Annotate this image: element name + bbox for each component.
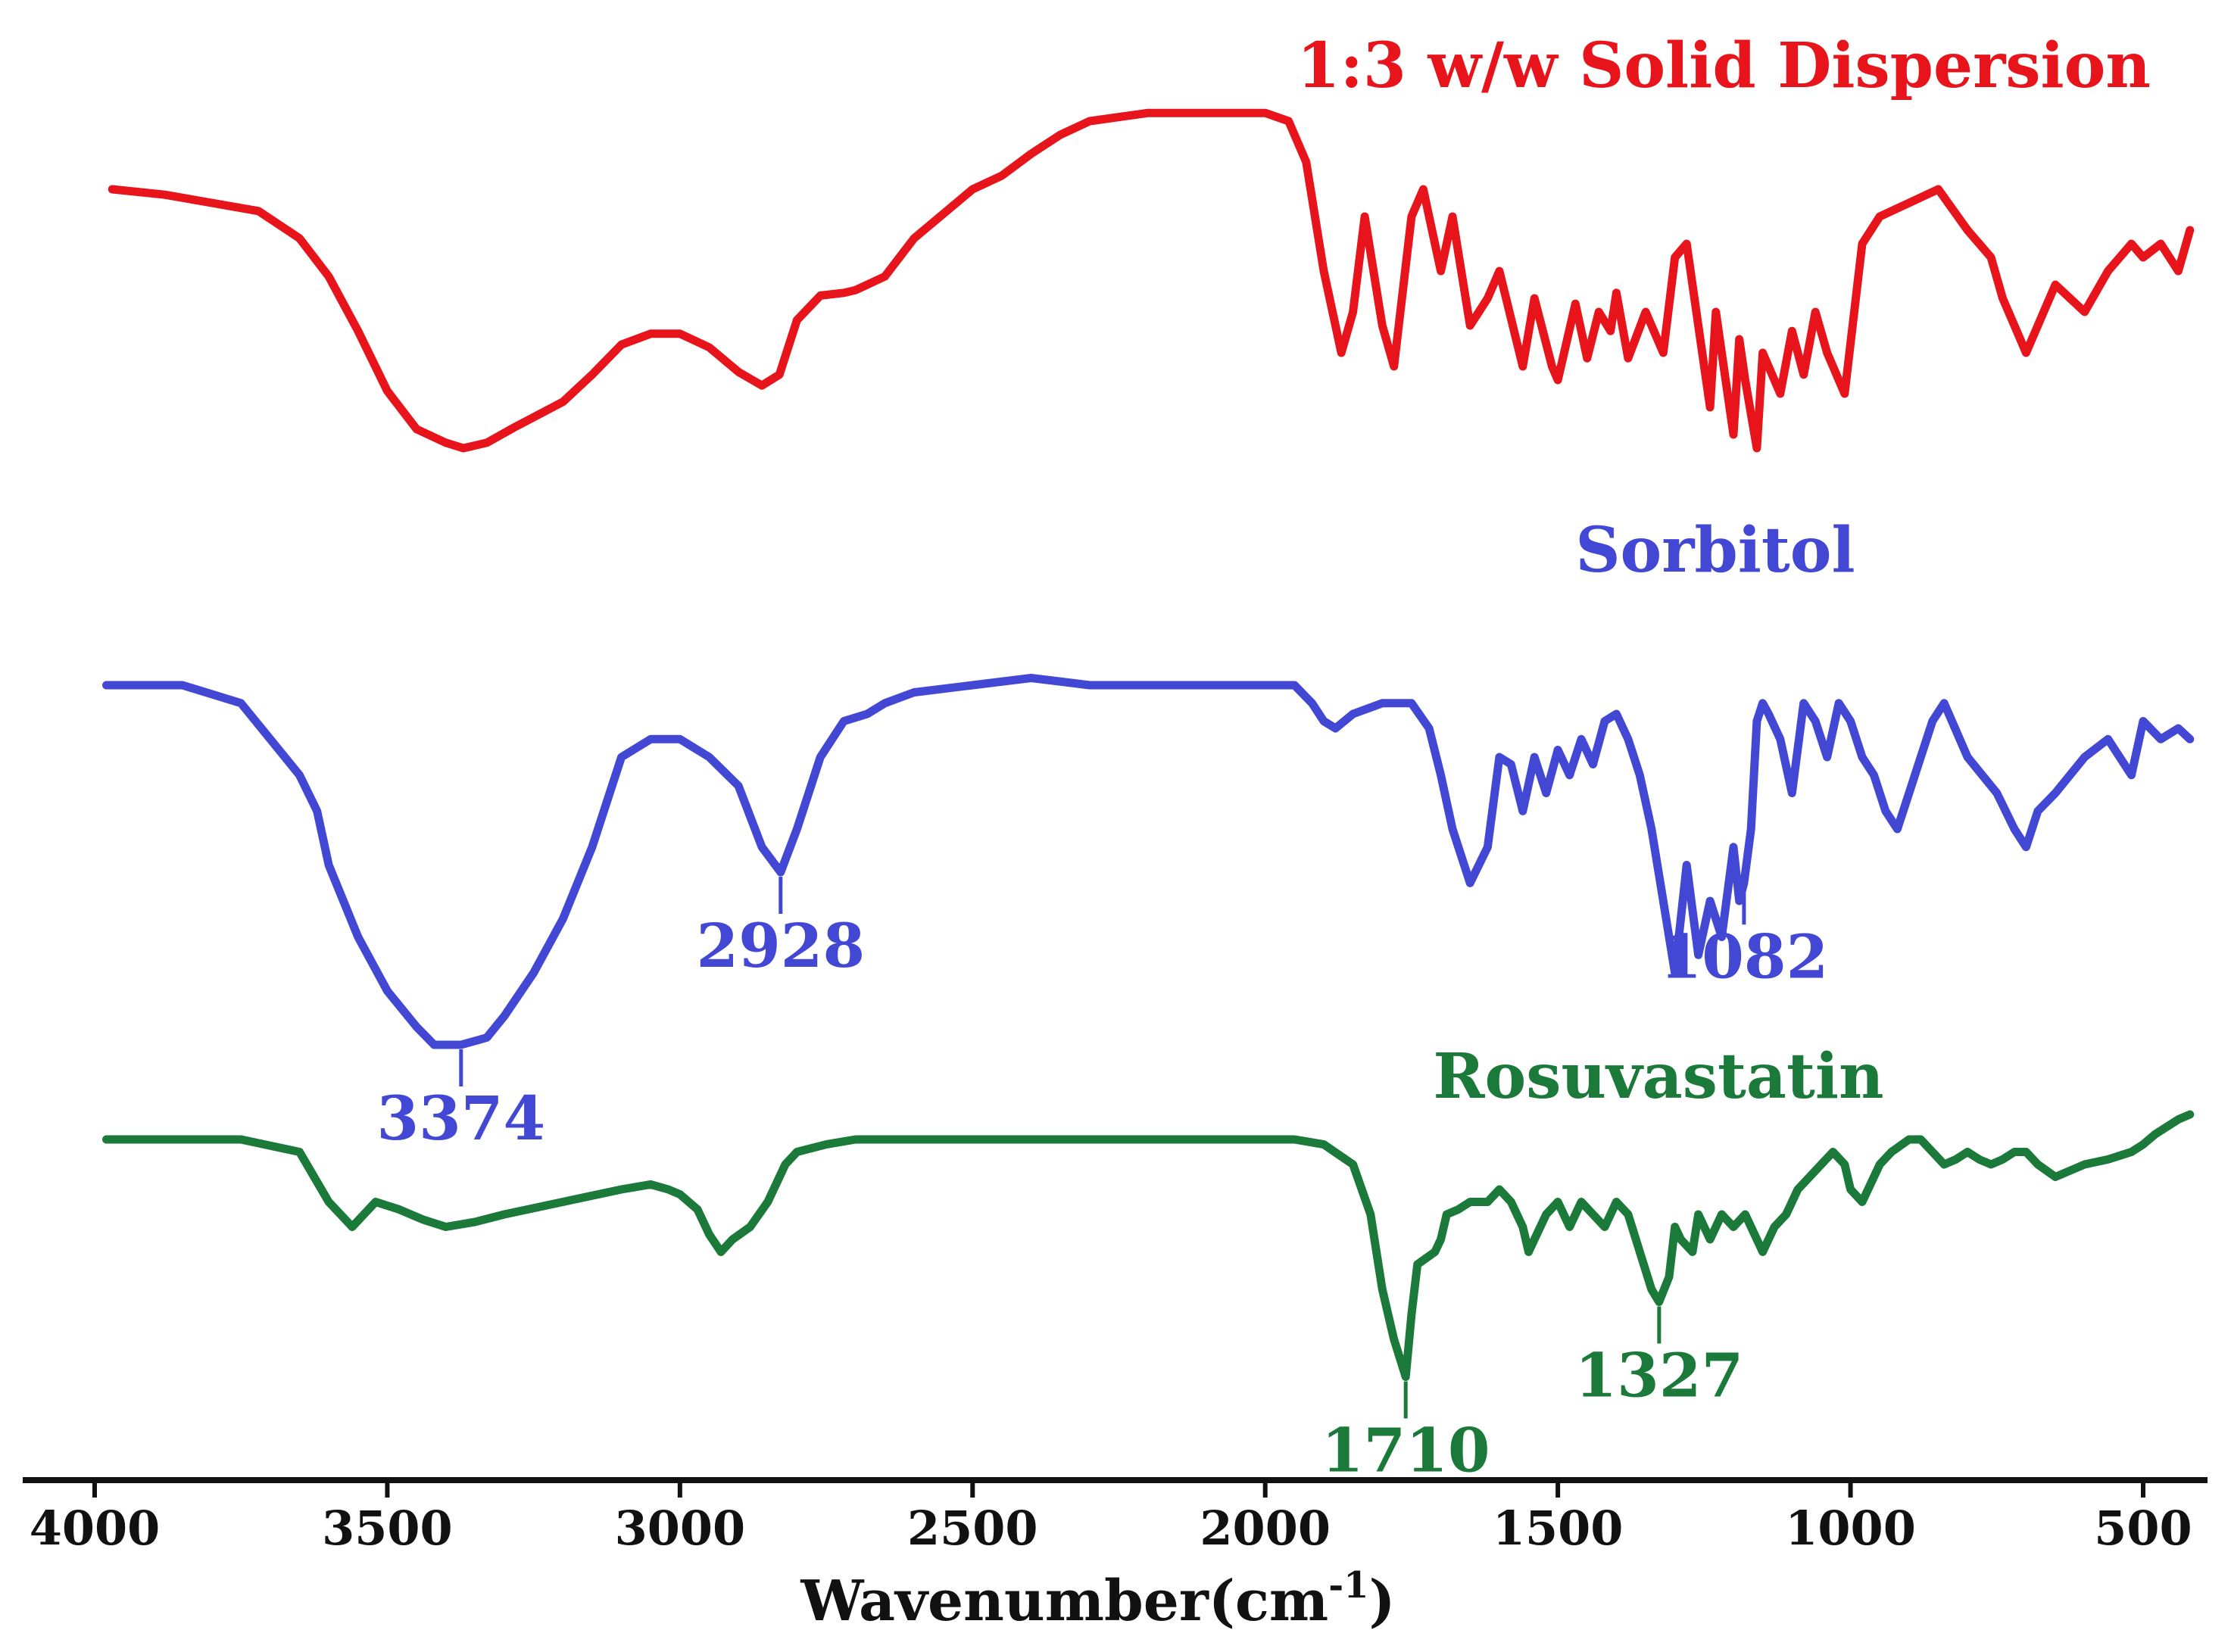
peak-label-2928: 2928 — [696, 910, 865, 981]
x-axis-title-superscript: -1 — [1328, 1564, 1368, 1607]
x-tick-label-1000: 1000 — [1785, 1501, 1916, 1556]
series-line-1 — [102, 674, 2195, 1049]
series-line-0 — [108, 108, 2195, 453]
series-label-solid-dispersion: 1:3 w/w Solid Dispersion — [1297, 30, 2151, 102]
x-axis-title-text: Wavenumber(cm — [800, 1569, 1328, 1634]
x-axis-title: Wavenumber(cm-1) — [800, 1564, 1395, 1634]
x-tick-label-4000: 4000 — [30, 1501, 161, 1556]
peak-label-3374: 3374 — [376, 1083, 545, 1154]
peak-label-1082: 1082 — [1660, 921, 1829, 992]
x-tick-label-1500: 1500 — [1493, 1501, 1624, 1556]
x-axis: 4000 3500 3000 2500 2000 1500 1000 500 — [23, 1477, 2208, 1556]
x-tick-label-3000: 3000 — [615, 1501, 746, 1556]
x-tick-label-2500: 2500 — [907, 1501, 1038, 1556]
x-tick-label-500: 500 — [2094, 1501, 2192, 1556]
peak-label-1327: 1327 — [1575, 1340, 1744, 1411]
series-layer — [102, 108, 2195, 1381]
series-label-sorbitol: Sorbitol — [1575, 514, 1855, 587]
labels-layer: 1:3 w/w Solid Dispersion Sorbitol Rosuva… — [376, 30, 2151, 1634]
series-line-2 — [102, 1110, 2195, 1381]
x-tick-label-3500: 3500 — [322, 1501, 453, 1556]
x-axis-title-close: ) — [1369, 1569, 1396, 1634]
series-label-rosuvastatin: Rosuvastatin — [1433, 1040, 1883, 1113]
peak-label-1710: 1710 — [1321, 1415, 1490, 1486]
x-tick-label-2000: 2000 — [1200, 1501, 1331, 1556]
